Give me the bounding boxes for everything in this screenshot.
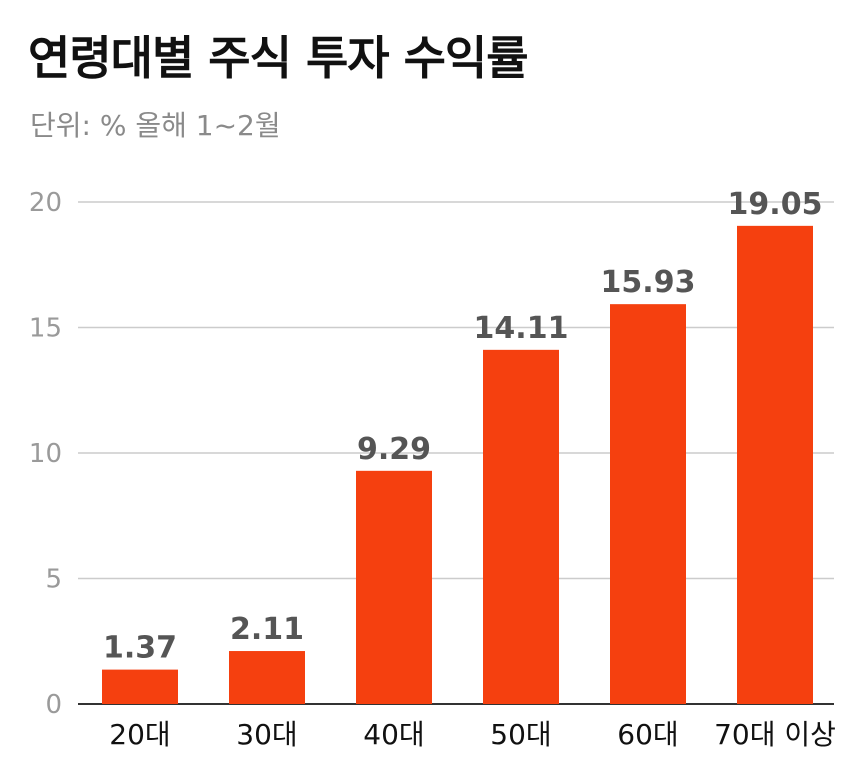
- data-label: 15.93: [601, 265, 696, 300]
- bar-2: [229, 651, 305, 704]
- x-category-label: 20대: [109, 718, 170, 751]
- x-category-label: 50대: [490, 718, 551, 751]
- y-tick-label: 15: [29, 314, 62, 344]
- bar-4: [483, 349, 559, 704]
- chart-title: 연령대별 주식 투자 수익률: [28, 31, 529, 85]
- y-tick-label: 20: [29, 188, 62, 218]
- y-tick-label: 5: [45, 565, 62, 595]
- data-label: 1.37: [103, 631, 177, 666]
- chart-subtitle: 단위: % 올해 1~2월: [30, 109, 281, 142]
- y-tick-label: 0: [45, 690, 62, 720]
- data-label: 2.11: [230, 612, 304, 647]
- data-label: 9.29: [357, 432, 431, 467]
- x-category-label: 40대: [363, 718, 424, 751]
- data-label: 19.05: [728, 187, 823, 222]
- bar-3: [356, 470, 432, 704]
- bar-1: [102, 669, 178, 704]
- x-category-label: 60대: [617, 718, 678, 751]
- bar-6: [737, 225, 813, 704]
- x-category-label: 70대 이상: [714, 718, 836, 751]
- y-tick-label: 10: [29, 439, 62, 469]
- data-label: 14.11: [474, 311, 569, 346]
- bar-5: [610, 304, 686, 704]
- x-category-label: 30대: [236, 718, 297, 751]
